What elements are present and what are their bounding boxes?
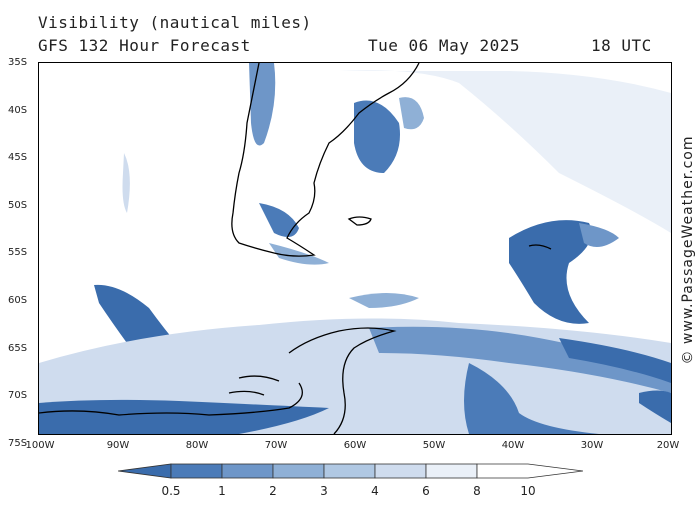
visibility-field <box>509 220 592 324</box>
visibility-field <box>579 223 619 247</box>
lat-label: 65S <box>8 343 28 354</box>
visibility-field <box>639 390 671 423</box>
lat-label: 40S <box>8 105 28 116</box>
forecast-model: GFS 132 Hour Forecast <box>38 36 251 55</box>
forecast-date: Tue 06 May 2025 <box>368 36 520 55</box>
legend-swatch <box>476 463 583 479</box>
legend-label: 4 <box>371 484 379 498</box>
visibility-field <box>39 399 329 434</box>
legend-label: 0.5 <box>161 484 181 498</box>
forecast-time: 18 UTC <box>591 36 652 55</box>
visibility-field <box>559 338 671 383</box>
legend-colorbar <box>118 463 583 479</box>
legend-swatch <box>425 463 478 479</box>
legend-label: 2 <box>269 484 277 498</box>
visibility-map <box>38 62 672 435</box>
lon-label: 60W <box>343 440 367 451</box>
coastline-antarctica-west <box>38 382 303 416</box>
map-canvas <box>38 62 671 435</box>
legend-swatch <box>221 463 274 479</box>
legend-label: 1 <box>218 484 226 498</box>
visibility-field <box>349 293 419 308</box>
lat-label: 50S <box>8 200 28 211</box>
legend-label: 6 <box>422 484 430 498</box>
legend-swatch <box>272 463 325 479</box>
lat-label: 55S <box>8 247 28 258</box>
visibility-field <box>369 326 671 393</box>
visibility-field <box>354 100 400 173</box>
legend-label: 3 <box>320 484 328 498</box>
coastline-falklands <box>347 216 372 226</box>
lon-label: 80W <box>185 440 209 451</box>
legend-swatch <box>374 463 427 479</box>
lon-label: 50W <box>422 440 446 451</box>
visibility-field <box>464 363 599 434</box>
legend-label: 8 <box>473 484 481 498</box>
lat-label: 60S <box>8 295 28 306</box>
watermark-credit: © www.PassageWeather.com <box>680 135 696 365</box>
lat-label: 75S <box>8 438 28 449</box>
visibility-field <box>259 203 299 237</box>
lon-label: 40W <box>501 440 525 451</box>
lon-label: 70W <box>264 440 288 451</box>
map-title: Visibility (nautical miles) <box>38 13 312 32</box>
coastline-islands <box>228 375 280 396</box>
coastline-south-america <box>231 62 420 257</box>
coastline-south-georgia <box>528 244 552 250</box>
legend-swatch <box>118 463 172 479</box>
coastline-antarctic-peninsula <box>288 327 397 435</box>
legend-swatch <box>170 463 223 479</box>
coastlines <box>38 62 552 435</box>
visibility-field <box>249 63 276 146</box>
visibility-fields <box>39 63 671 434</box>
lon-label: 20W <box>656 440 680 451</box>
legend-label: 10 <box>520 484 536 498</box>
lon-label: 100W <box>25 440 55 451</box>
lon-label: 30W <box>580 440 604 451</box>
visibility-field <box>399 97 424 130</box>
legend-swatch <box>323 463 376 479</box>
lat-label: 35S <box>8 57 28 68</box>
visibility-field <box>269 243 329 265</box>
lat-label: 45S <box>8 152 28 163</box>
visibility-field <box>122 153 130 213</box>
visibility-field <box>339 70 671 233</box>
lat-label: 70S <box>8 390 28 401</box>
lon-label: 90W <box>106 440 130 451</box>
